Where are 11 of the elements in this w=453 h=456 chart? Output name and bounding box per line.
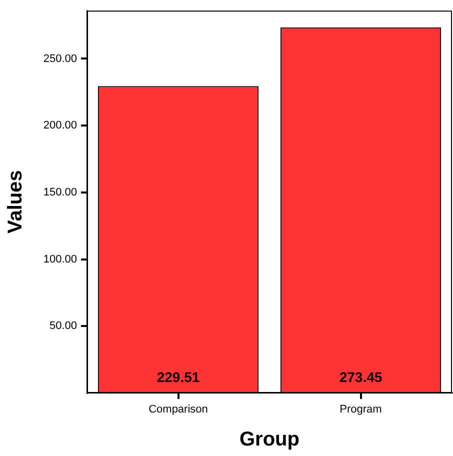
y-tick-label: 100.00: [43, 253, 77, 266]
data-label: 229.51: [156, 369, 200, 385]
y-tick-label: 250.00: [43, 52, 77, 65]
x-tick-label: Comparison: [148, 404, 208, 416]
x-tick-label: Program: [340, 404, 382, 416]
y-tick-label: 200.00: [43, 120, 77, 132]
x-axis-title: Group: [240, 428, 300, 451]
data-label: 273.45: [339, 369, 382, 385]
y-tick-label: 50.00: [49, 320, 77, 332]
y-tick-label: 150.00: [43, 186, 77, 198]
y-axis-title: Values: [4, 170, 27, 234]
